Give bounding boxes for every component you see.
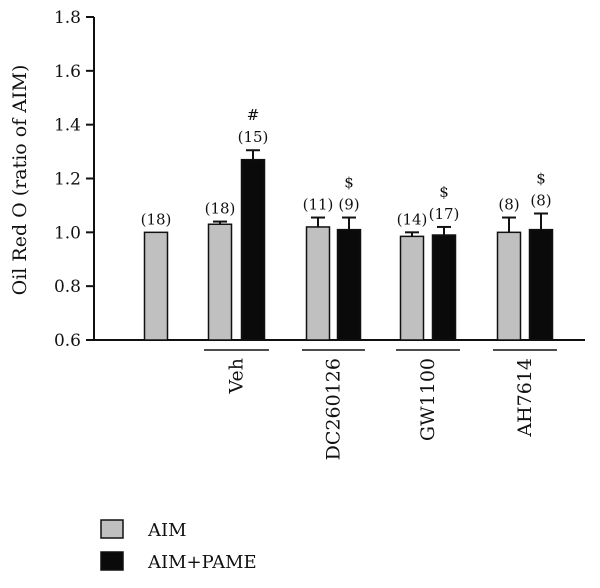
legend-swatch bbox=[100, 519, 124, 539]
y-tick-label: 1.8 bbox=[54, 8, 81, 28]
n-label: (15) bbox=[238, 128, 269, 146]
n-label: (14) bbox=[397, 210, 428, 228]
y-tick-label: 1.0 bbox=[54, 223, 81, 243]
y-tick-label: 1.6 bbox=[54, 62, 81, 82]
y-ticks: 0.6 0.8 1.0 1.2 1.4 1.6 1.8 bbox=[54, 8, 94, 351]
n-label: (8) bbox=[530, 191, 551, 209]
y-tick-label: 0.8 bbox=[54, 277, 81, 297]
bar-aim bbox=[496, 231, 522, 341]
legend: AIM AIM+PAME bbox=[100, 519, 257, 573]
n-label: (8) bbox=[498, 196, 519, 214]
legend-label: AIM+PAME bbox=[147, 552, 257, 573]
bar-aim bbox=[305, 226, 331, 341]
bar-aim bbox=[207, 223, 233, 341]
y-axis-title: Oil Red O (ratio of AIM) bbox=[9, 65, 31, 296]
n-label: (18) bbox=[205, 200, 236, 218]
y-tick-label: 1.2 bbox=[54, 170, 81, 190]
y-tick-label: 0.6 bbox=[54, 331, 81, 351]
bars: (18) (18) (15) # (11) (9) $ (14) (17) $ (8) (8) $ bbox=[141, 106, 554, 341]
n-label: (9) bbox=[338, 196, 359, 214]
y-tick-label: 1.4 bbox=[54, 116, 81, 136]
legend-label: AIM bbox=[147, 520, 187, 541]
y-axis: 0.6 0.8 1.0 1.2 1.4 1.6 1.8 Oil Red O (ratio o… bbox=[9, 8, 95, 351]
group-label: AH7614 bbox=[514, 358, 536, 438]
significance-mark: $ bbox=[344, 174, 354, 192]
group-labels: Veh DC260126 GW1100 AH7614 bbox=[204, 349, 557, 460]
group-label: DC260126 bbox=[323, 358, 345, 460]
significance-mark: $ bbox=[439, 183, 449, 201]
bar-aim-pame bbox=[528, 228, 554, 341]
bar-aim-pame bbox=[336, 228, 362, 341]
n-label: (11) bbox=[303, 196, 334, 214]
n-label: (18) bbox=[141, 210, 172, 228]
significance-mark: # bbox=[247, 106, 260, 124]
bar-aim-pame bbox=[240, 158, 266, 341]
significance-mark: $ bbox=[536, 169, 546, 187]
group-label: Veh bbox=[226, 358, 248, 394]
bar-aim-pame bbox=[431, 234, 457, 341]
bar-aim bbox=[399, 235, 425, 341]
group-label: GW1100 bbox=[417, 358, 439, 441]
n-label: (17) bbox=[429, 205, 460, 223]
bar-aim bbox=[143, 231, 169, 341]
legend-swatch bbox=[100, 551, 124, 571]
